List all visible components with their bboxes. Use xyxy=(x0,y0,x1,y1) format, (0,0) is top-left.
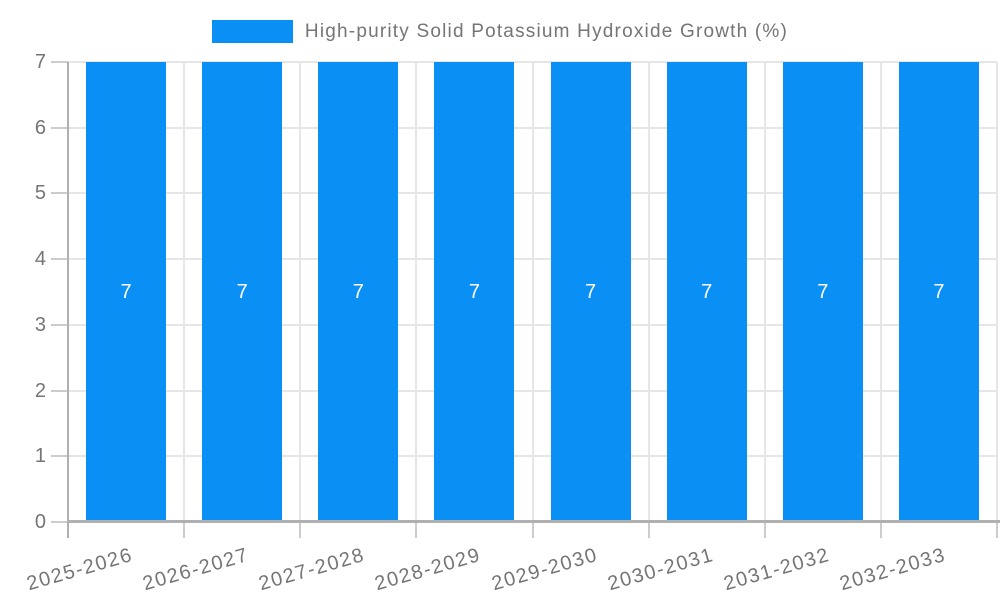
bar-value-label-4: 7 xyxy=(585,281,597,303)
gridline-x-1 xyxy=(183,62,186,522)
y-axis-tick-5 xyxy=(51,192,68,195)
y-axis-tick-3 xyxy=(51,323,68,326)
x-axis-tick-3 xyxy=(415,522,418,538)
x-axis-tick-4 xyxy=(531,522,534,538)
y-axis-label-4: 4 xyxy=(34,248,46,271)
gridline-x-8 xyxy=(996,62,998,522)
bar-2027-2028[interactable] xyxy=(318,62,399,522)
bar-value-label-1: 7 xyxy=(236,281,248,303)
y-axis-label-5: 5 xyxy=(34,182,46,205)
bar-2025-2026[interactable] xyxy=(86,62,167,522)
y-axis-label-3: 3 xyxy=(34,313,46,336)
bar-2032-2033[interactable] xyxy=(898,62,979,522)
gridline-x-5 xyxy=(647,62,650,522)
bar-2026-2027[interactable] xyxy=(202,62,283,522)
bar-2028-2029[interactable] xyxy=(434,62,515,522)
gridline-x-7 xyxy=(879,62,882,522)
x-axis-tick-2 xyxy=(299,522,302,538)
y-axis-tick-6 xyxy=(51,126,68,129)
x-axis-tick-8 xyxy=(996,522,998,538)
x-axis-tick-6 xyxy=(763,522,766,538)
bar-value-label-3: 7 xyxy=(468,281,480,303)
legend-label: High-purity Solid Potassium Hydroxide Gr… xyxy=(304,20,789,42)
y-axis-label-7: 7 xyxy=(34,51,46,73)
y-axis-tick-0 xyxy=(51,521,68,523)
x-axis-tick-1 xyxy=(183,522,186,538)
gridline-x-4 xyxy=(531,62,534,522)
x-axis-line xyxy=(68,520,1000,523)
bar-2031-2032[interactable] xyxy=(782,62,863,522)
y-axis-label-2: 2 xyxy=(34,379,46,402)
bar-value-label-6: 7 xyxy=(817,281,829,303)
gridline-x-6 xyxy=(763,62,766,522)
gridline-x-2 xyxy=(299,62,302,522)
y-axis-tick-1 xyxy=(51,455,68,458)
x-axis-tick-7 xyxy=(879,522,882,538)
bar-value-label-7: 7 xyxy=(933,281,945,303)
y-axis-line xyxy=(67,62,69,538)
legend-swatch-icon xyxy=(211,20,293,43)
bar-2029-2030[interactable] xyxy=(550,62,631,522)
bar-value-label-0: 7 xyxy=(120,281,132,303)
y-axis-label-0: 0 xyxy=(34,511,46,533)
gridline-x-3 xyxy=(415,62,418,522)
y-axis-label-1: 1 xyxy=(34,445,46,468)
bar-value-label-2: 7 xyxy=(352,281,364,303)
bar-2030-2031[interactable] xyxy=(666,62,747,522)
y-axis-tick-2 xyxy=(51,389,68,392)
chart-legend: High-purity Solid Potassium Hydroxide Gr… xyxy=(0,20,1000,43)
x-axis-tick-5 xyxy=(647,522,650,538)
y-axis-tick-7 xyxy=(51,61,68,63)
y-axis-tick-4 xyxy=(51,258,68,261)
bar-value-label-5: 7 xyxy=(701,281,713,303)
y-axis-label-6: 6 xyxy=(34,116,46,139)
